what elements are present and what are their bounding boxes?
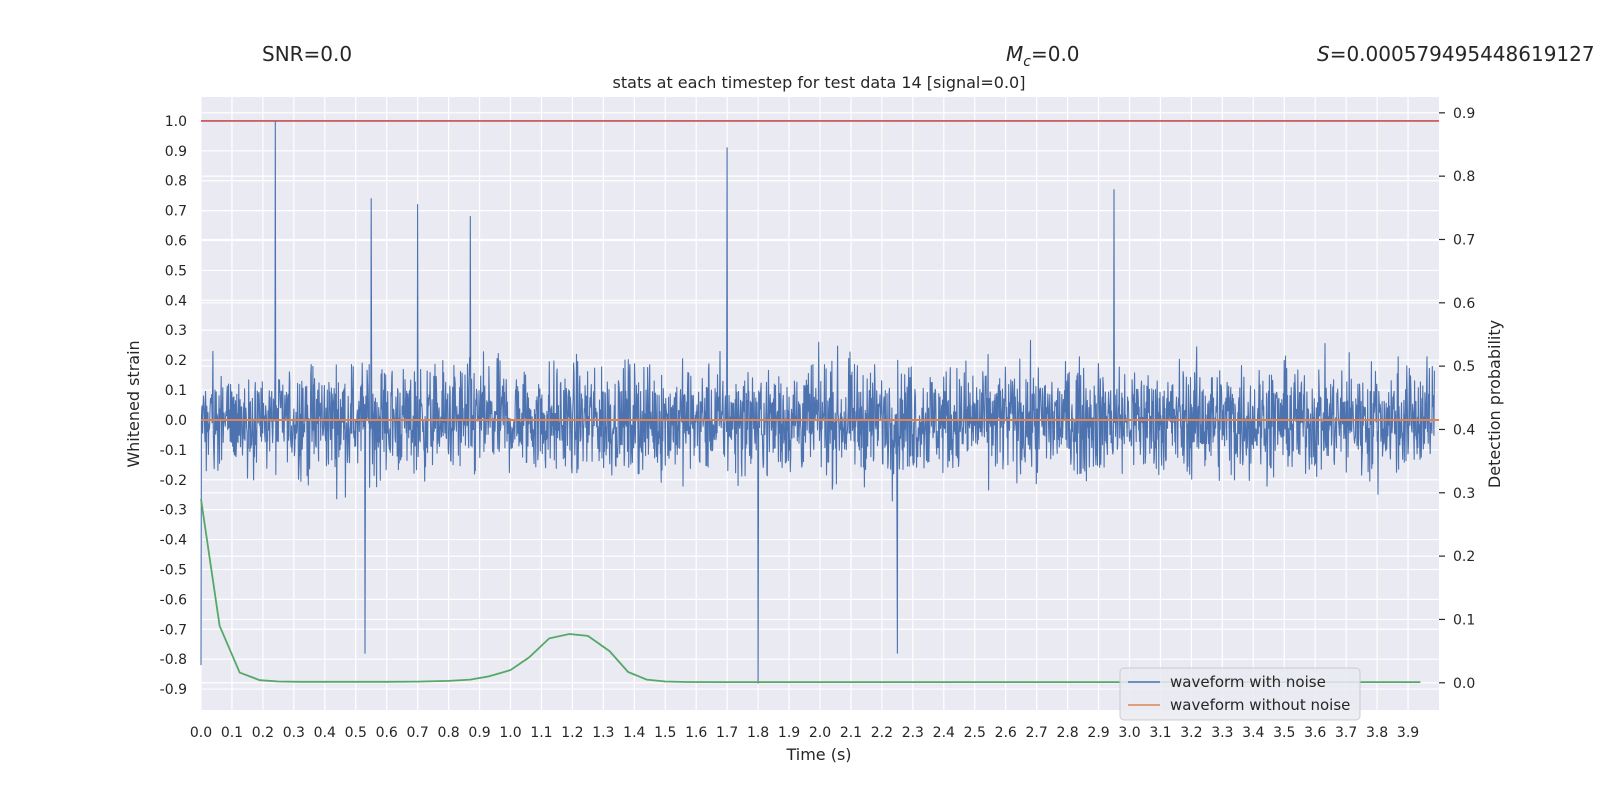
x-tick-label: 0.1 (221, 725, 243, 741)
x-tick-label: 2.2 (871, 725, 893, 741)
y2-tick-labels: 0.9 0.8 0.7 0.6 0.5 0.4 0.3 0.2 0.1 0.0 (1453, 106, 1475, 692)
x-tick-label: 0.5 (345, 725, 367, 741)
s-stat: S=0.000579495448619127 (1317, 42, 1595, 66)
legend-label-clean: waveform without noise (1170, 696, 1350, 714)
y-tick-label: 0.5 (165, 263, 187, 279)
x-tick-label: 0.2 (252, 725, 274, 741)
x-tick-label: 3.3 (1211, 725, 1233, 741)
x-tick-label: 3.6 (1304, 725, 1326, 741)
y-tick-label: -0.1 (160, 443, 187, 459)
y2-tick-label: 0.0 (1453, 676, 1475, 692)
y-tick-label: 1.0 (165, 114, 187, 130)
x-tick-label: 0.6 (376, 725, 398, 741)
noise-trace (200, 120, 1435, 684)
x-tick-label: 2.6 (995, 725, 1017, 741)
x-tick-label: 0.4 (314, 725, 336, 741)
legend-box (1119, 667, 1361, 721)
snr-stat: SNR=0.0 (262, 42, 352, 66)
chart-title: stats at each timestep for test data 14 … (613, 73, 1026, 92)
y-tick-label: 0.0 (165, 413, 187, 429)
y2-tick-label: 0.8 (1453, 169, 1475, 185)
x-tick-label: 1.7 (716, 725, 738, 741)
x-tick-label: 3.5 (1273, 725, 1295, 741)
x-tick-label: 2.0 (809, 725, 831, 741)
x-tick-label: 2.3 (902, 725, 924, 741)
legend-label-noise: waveform with noise (1170, 673, 1326, 691)
x-tick-label: 1.5 (654, 725, 676, 741)
x-tick-label: 0.8 (437, 725, 459, 741)
x-tick-label: 1.3 (592, 725, 614, 741)
x-tick-label: 2.4 (933, 725, 955, 741)
x-tick-label: 3.8 (1366, 725, 1388, 741)
x-tick-label: 3.4 (1242, 725, 1264, 741)
x-tick-label: 1.2 (561, 725, 583, 741)
s-symbol: S (1317, 42, 1330, 66)
y-tick-label: -0.5 (160, 562, 187, 578)
y-tick-label: 0.7 (165, 204, 187, 220)
y-tick-label: 0.4 (165, 293, 187, 309)
x-tick-label: 3.9 (1397, 725, 1419, 741)
y-tick-label: -0.2 (160, 473, 187, 489)
x-tick-label: 3.1 (1149, 725, 1171, 741)
s-value: =0.000579495448619127 (1330, 42, 1595, 66)
x-tick-label: 3.7 (1335, 725, 1357, 741)
x-tick-labels: 0.0 0.1 0.2 0.3 0.4 0.5 0.6 0.7 0.8 0.9 1.0 1.1 1.2 1… (190, 725, 1419, 741)
x-tick-label: 1.9 (778, 725, 800, 741)
x-tick-label: 1.4 (623, 725, 645, 741)
x-tick-label: 3.0 (1118, 725, 1140, 741)
series-waveform-with-noise (200, 120, 1435, 684)
y-tick-label: -0.8 (160, 652, 187, 668)
y2-tick-label: 0.7 (1453, 232, 1475, 248)
x-axis-label: Time (s) (785, 745, 851, 764)
y2-tick-label: 0.6 (1453, 296, 1475, 312)
y2-tick-label: 0.2 (1453, 549, 1475, 565)
x-tick-label: 0.3 (283, 725, 305, 741)
y-tick-label: 0.8 (165, 174, 187, 190)
y-tick-label: 0.2 (165, 353, 187, 369)
y2-tick-label: 0.5 (1453, 359, 1475, 375)
y-axis-label: Whitened strain (124, 340, 143, 467)
y-tick-label: 0.9 (165, 144, 187, 160)
series-detection-probability (200, 498, 1421, 683)
mc-stat: Mc=0.0 (1006, 42, 1080, 70)
x-tick-label: 1.8 (747, 725, 769, 741)
x-tick-label: 1.0 (499, 725, 521, 741)
y-tick-label: -0.4 (160, 533, 187, 549)
mc-symbol: M (1006, 42, 1023, 66)
x-tick-label: 0.9 (468, 725, 490, 741)
x-tick-label: 1.6 (685, 725, 707, 741)
y-tick-label: 0.6 (165, 234, 187, 250)
mc-subscript: c (1023, 54, 1031, 70)
y-tick-label: -0.7 (160, 622, 187, 638)
y-tick-label: -0.6 (160, 592, 187, 608)
x-tick-label: 1.1 (530, 725, 552, 741)
y2-tick-label: 0.1 (1453, 612, 1475, 628)
x-tick-label: 0.0 (190, 725, 212, 741)
x-tick-label: 3.2 (1180, 725, 1202, 741)
x-tick-label: 2.7 (1026, 725, 1048, 741)
y-tick-label: -0.3 (160, 503, 187, 519)
y2-axis-label: Detection probability (1485, 320, 1504, 488)
x-tick-label: 2.1 (840, 725, 862, 741)
mc-value: =0.0 (1031, 42, 1080, 66)
x-tick-label: 0.7 (407, 725, 429, 741)
y2-tick-label: 0.4 (1453, 422, 1475, 438)
x-tick-label: 2.8 (1056, 725, 1078, 741)
y2-tick-label: 0.9 (1453, 106, 1475, 122)
y-tick-label: 0.3 (165, 323, 187, 339)
x-tick-label: 2.5 (964, 725, 986, 741)
y-grid (201, 120, 1439, 690)
x-tick-label: 2.9 (1087, 725, 1109, 741)
y2-tick-label: 0.3 (1453, 486, 1475, 502)
y-tick-labels: 1.0 0.9 0.8 0.7 0.6 0.5 0.4 0.3 0.2 0.1 0.0 -0.1 -0.… (160, 114, 187, 698)
y-tick-label: -0.9 (160, 682, 187, 698)
y-tick-label: 0.1 (165, 383, 187, 399)
legend: waveform with noise waveform without noi… (1119, 667, 1361, 721)
